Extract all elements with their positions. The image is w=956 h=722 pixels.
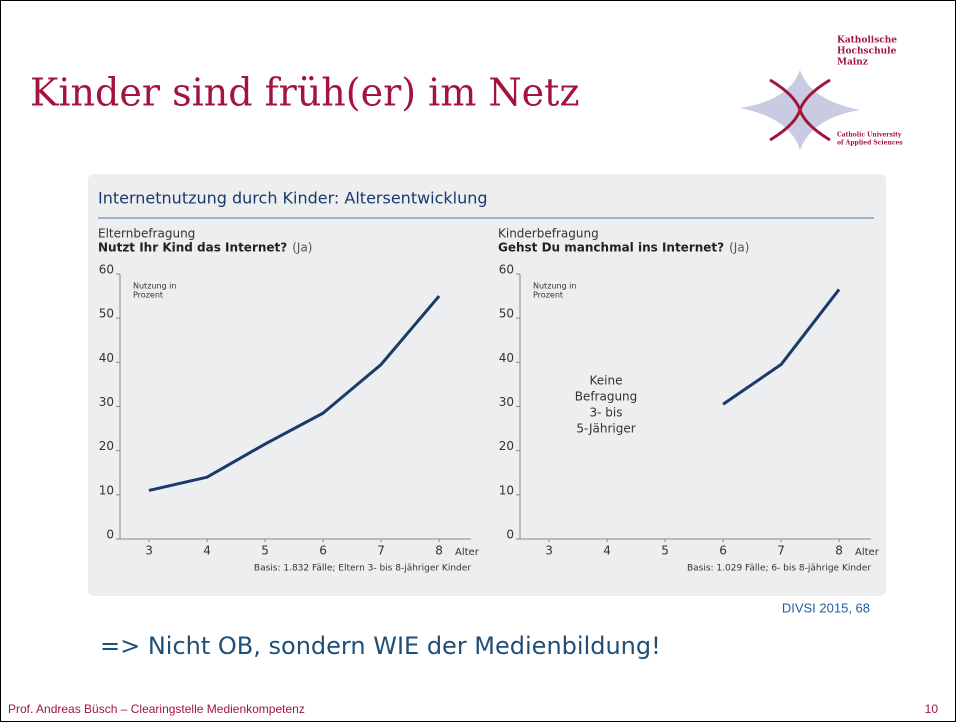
chart-answer: (Ja): [292, 241, 312, 255]
y-axis-annotation: Prozent: [133, 291, 163, 300]
y-tick-label: 30: [99, 395, 114, 409]
y-tick-label: 40: [99, 351, 114, 365]
footer: Prof. Andreas Büsch – Clearingstelle Med…: [8, 702, 305, 716]
chart-subtitle: Kinderbefragung: [498, 227, 599, 241]
x-tick-label: 7: [377, 544, 385, 558]
x-tick-label: 4: [203, 544, 211, 558]
chart-annotation: 5-Jähriger: [576, 422, 635, 436]
x-tick-label: 6: [719, 544, 727, 558]
x-tick-label: 5: [661, 544, 669, 558]
y-tick-label: 50: [99, 307, 114, 321]
chart-question: Gehst Du manchmal ins Internet?: [498, 241, 724, 255]
x-tick-label: 3: [145, 544, 153, 558]
logo-text: Hochschule: [837, 47, 897, 57]
y-tick-label: 50: [499, 307, 514, 321]
y-tick-label: 30: [499, 395, 514, 409]
data-line: [722, 288, 841, 406]
x-tick-label: 5: [261, 544, 269, 558]
y-tick-label: 60: [499, 263, 514, 277]
logo-curves: [769, 78, 831, 142]
source: DIVSI 2015, 68: [782, 600, 870, 615]
x-tick-label: 8: [835, 544, 843, 558]
slide-title: Kinder sind früh(er) im Netz: [30, 71, 579, 115]
chart-question: Nutzt Ihr Kind das Internet?: [98, 241, 287, 255]
logo-text: Catholic University: [837, 132, 902, 139]
x-tick-label: 6: [319, 544, 327, 558]
chart-panel: [88, 174, 886, 596]
x-tick-label: 3: [545, 544, 553, 558]
bullet: => Nicht OB, sondern WIE der Medienbildu…: [100, 632, 661, 660]
x-tick-label: 7: [777, 544, 785, 558]
y-tick-label: 0: [106, 528, 114, 542]
page-number: 10: [925, 702, 939, 716]
logo-text: Katholische: [837, 36, 897, 46]
y-axis-annotation: Nutzung in: [533, 282, 576, 291]
chart-annotation: Keine: [590, 374, 623, 388]
chart-annotation: 3- bis: [590, 406, 623, 420]
x-tick-label: 8: [435, 544, 443, 558]
chart-note: Basis: 1.832 Fälle; Eltern 3- bis 8-jähr…: [254, 564, 471, 574]
y-tick-label: 40: [499, 351, 514, 365]
chart-note: Basis: 1.029 Fälle; 6- bis 8-jährige Kin…: [687, 564, 871, 574]
x-axis-label: Alter: [455, 547, 480, 558]
y-tick-label: 20: [99, 439, 114, 453]
logo-text: of Applied Sciences: [837, 140, 903, 147]
y-tick-label: 10: [499, 483, 514, 497]
y-axis-annotation: Nutzung in: [133, 282, 176, 291]
y-tick-label: 0: [506, 528, 514, 542]
y-tick-label: 10: [99, 483, 114, 497]
y-tick-label: 20: [499, 439, 514, 453]
chart-subtitle: Elternbefragung: [98, 227, 195, 241]
x-axis-label: Alter: [855, 547, 880, 558]
data-line: [148, 295, 441, 492]
chart-answer: (Ja): [729, 241, 749, 255]
x-tick-label: 4: [603, 544, 611, 558]
panel-title: Internetnutzung durch Kinder: Altersentw…: [98, 189, 488, 208]
chart-annotation: Befragung: [575, 390, 638, 404]
logo-text: Mainz: [837, 58, 868, 68]
logo: Katholische Hochschule Mainz Catholic Un…: [740, 36, 903, 150]
y-tick-label: 60: [99, 263, 114, 277]
y-axis-annotation: Prozent: [533, 291, 563, 300]
